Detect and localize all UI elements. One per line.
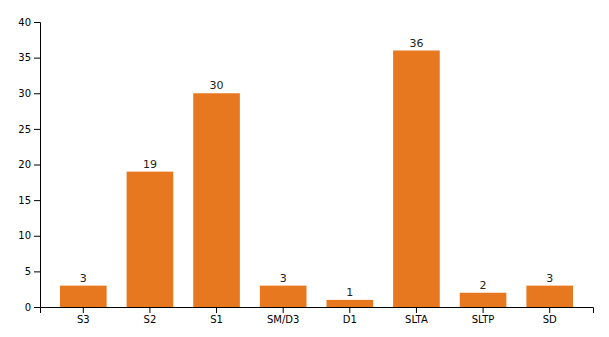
data-labels: 3 19 30 3 1 36 2 3 — [80, 37, 553, 299]
data-label: 2 — [480, 279, 487, 292]
x-tick: S3 — [77, 307, 90, 325]
y-tick-label: 30 — [18, 88, 31, 99]
y-tick: 0 — [25, 302, 40, 313]
y-tick-mark — [34, 129, 40, 130]
x-tick: S1 — [210, 307, 223, 325]
y-tick-label: 20 — [18, 159, 31, 170]
x-tick-label: S3 — [77, 314, 90, 325]
y-tick: 35 — [18, 52, 40, 63]
y-tick-label: 40 — [18, 17, 31, 28]
y-tick: 15 — [18, 195, 40, 206]
bar — [526, 286, 573, 307]
x-tick-mark — [549, 307, 550, 313]
x-tick: SM/D3 — [267, 307, 299, 325]
y-tick-label: 10 — [18, 230, 31, 241]
x-tick-label: S2 — [144, 314, 157, 325]
x-tick-mark — [216, 307, 217, 313]
x-tick-label: SLTP — [472, 314, 495, 325]
chart: 0 5 10 15 20 25 30 35 40 S3 S2 S1 SM/D3 D1 SLTA SLTP SD 3… — [0, 0, 609, 337]
bar — [260, 286, 307, 307]
bar — [393, 51, 440, 308]
data-label: 3 — [546, 272, 553, 285]
y-tick-label: 35 — [18, 52, 31, 63]
y-tick: 30 — [18, 88, 40, 99]
y-tick: 25 — [18, 124, 40, 135]
data-label: 19 — [143, 158, 157, 171]
bar — [460, 293, 507, 307]
y-tick-mark — [34, 236, 40, 237]
x-tick-mark — [349, 307, 350, 313]
y-tick: 40 — [18, 17, 40, 28]
y-tick-mark — [34, 271, 40, 272]
bar — [60, 286, 107, 307]
y-tick-label: 25 — [18, 124, 31, 135]
data-label: 3 — [280, 272, 287, 285]
data-label: 1 — [346, 286, 353, 299]
y-tick: 10 — [18, 230, 40, 241]
data-label: 36 — [409, 37, 423, 50]
y-tick-label: 5 — [25, 266, 31, 277]
x-tick-mark — [149, 307, 150, 313]
x-tick: S2 — [144, 307, 157, 325]
x-tick-label: SD — [543, 314, 557, 325]
data-label: 3 — [80, 272, 87, 285]
x-tick-mark — [483, 307, 484, 313]
y-tick-mark — [34, 58, 40, 59]
x-tick: SD — [543, 307, 557, 325]
y-tick-mark — [34, 200, 40, 201]
bar — [326, 300, 373, 307]
x-tick-label: SLTA — [405, 314, 428, 325]
x-axis-line — [41, 308, 594, 314]
y-tick-mark — [34, 165, 40, 166]
x-tick-label: S1 — [210, 314, 223, 325]
x-tick-mark — [283, 307, 284, 313]
y-axis: 0 5 10 15 20 25 30 35 40 — [18, 17, 40, 313]
data-label: 30 — [210, 79, 224, 92]
bar — [193, 93, 240, 307]
plot: 0 5 10 15 20 25 30 35 40 S3 S2 S1 SM/D3 D1 SLTA SLTP SD 3… — [18, 17, 593, 325]
y-tick: 5 — [25, 266, 40, 277]
x-tick: D1 — [343, 307, 357, 325]
y-tick-mark — [34, 93, 40, 94]
y-tick-mark — [34, 307, 40, 308]
bar — [127, 172, 174, 307]
x-tick-label: SM/D3 — [267, 314, 299, 325]
bars — [60, 51, 573, 308]
y-tick-label: 0 — [25, 302, 31, 313]
y-tick-label: 15 — [18, 195, 31, 206]
x-tick-mark — [83, 307, 84, 313]
y-axis-line — [34, 23, 41, 308]
x-tick: SLTA — [405, 307, 428, 325]
x-axis: S3 S2 S1 SM/D3 D1 SLTA SLTP SD — [41, 307, 594, 325]
y-tick: 20 — [18, 159, 40, 170]
x-tick: SLTP — [472, 307, 495, 325]
x-tick-mark — [416, 307, 417, 313]
x-tick-label: D1 — [343, 314, 357, 325]
y-tick-mark — [34, 22, 40, 23]
